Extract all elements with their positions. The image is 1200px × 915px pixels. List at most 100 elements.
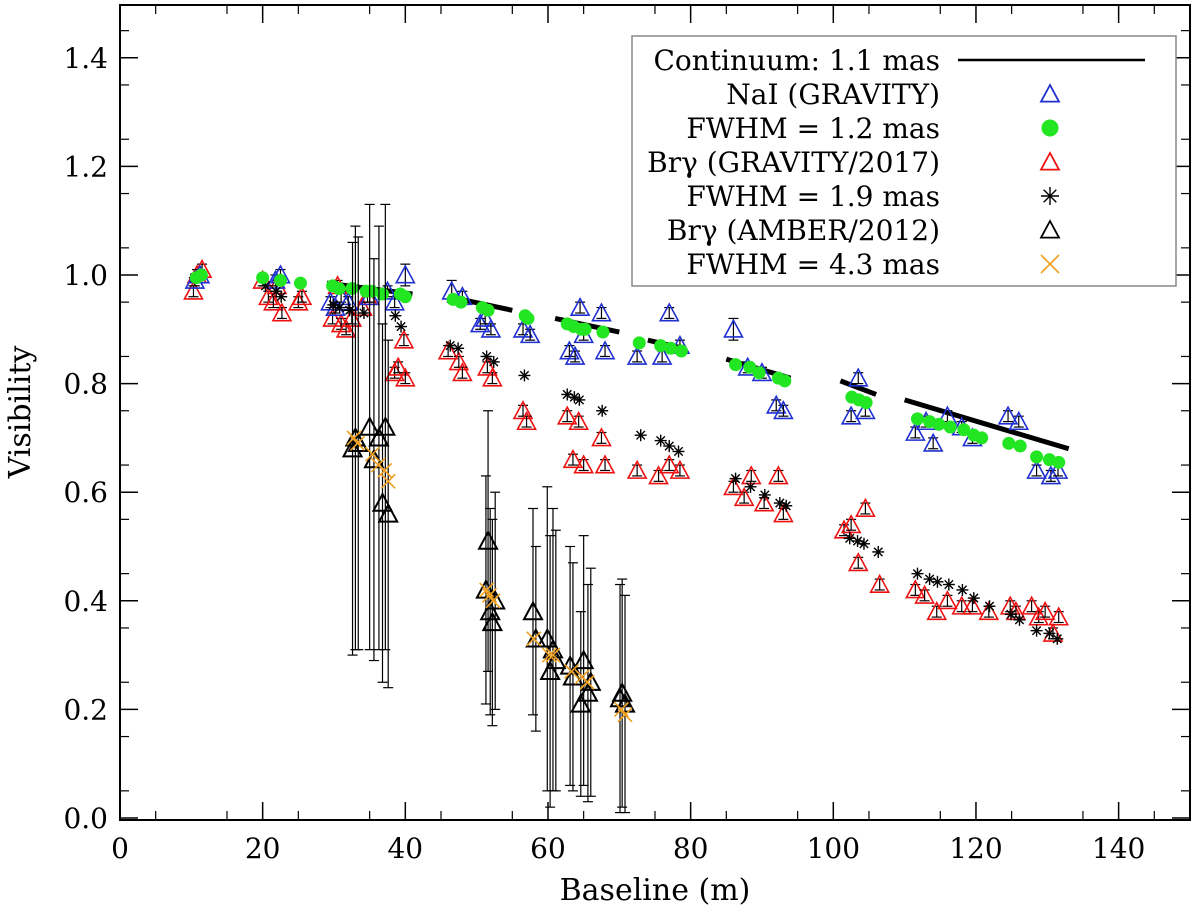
error-bar bbox=[368, 258, 379, 662]
error-bar bbox=[485, 323, 496, 336]
data-point-triangle bbox=[368, 426, 390, 447]
x-tick-label: 140 bbox=[1092, 832, 1145, 865]
error-bar bbox=[276, 306, 287, 320]
legend-symbol-triangle bbox=[1039, 83, 1061, 103]
legend-label-brg-gravity: Brγ (GRAVITY/2017) bbox=[647, 146, 940, 179]
data-point-cross bbox=[380, 473, 396, 489]
data-point-asterisk bbox=[729, 472, 742, 485]
x-tick-labels: 0 20 40 60 80 100 120 140 bbox=[111, 832, 1145, 865]
data-point-circle bbox=[664, 341, 678, 355]
error-bar bbox=[578, 459, 589, 472]
legend-symbol-circle bbox=[1041, 119, 1059, 137]
data-point-asterisk bbox=[395, 320, 408, 333]
error-bar bbox=[570, 350, 581, 363]
error-bar bbox=[596, 306, 607, 320]
error-bar bbox=[1013, 415, 1024, 428]
error-bar bbox=[853, 372, 864, 385]
data-point-cross bbox=[541, 647, 557, 663]
legend-symbol-triangle bbox=[1039, 151, 1061, 171]
data-point-triangle bbox=[371, 491, 394, 512]
data-point-circle bbox=[521, 311, 535, 325]
data-point-triangle bbox=[525, 627, 547, 648]
error-bar bbox=[664, 459, 675, 472]
legend-symbol-asterisk bbox=[1041, 187, 1059, 205]
data-point-asterisk bbox=[663, 440, 676, 453]
data-point-triangle bbox=[840, 405, 862, 425]
data-point-asterisk bbox=[780, 499, 793, 512]
error-bar bbox=[919, 589, 930, 602]
error-bar bbox=[575, 611, 586, 797]
y-tick-label: 0.6 bbox=[63, 476, 108, 509]
data-point-triangle bbox=[753, 492, 775, 512]
data-point-circle bbox=[975, 431, 989, 445]
y-tick-label: 1.4 bbox=[63, 42, 108, 75]
data-point-triangle bbox=[516, 410, 537, 431]
data-point-triangle bbox=[556, 405, 578, 425]
data-point-circle bbox=[596, 325, 610, 339]
data-point-triangle bbox=[591, 302, 612, 322]
data-point-triangle bbox=[480, 318, 502, 338]
data-point-triangle bbox=[568, 410, 589, 431]
data-point-asterisk bbox=[480, 350, 493, 363]
error-bar bbox=[398, 334, 409, 347]
data-point-circle bbox=[578, 322, 592, 336]
data-point-triangle bbox=[570, 692, 592, 713]
data-point-triangle bbox=[545, 649, 567, 670]
data-point-triangle bbox=[562, 665, 584, 686]
data-point-triangle bbox=[937, 590, 958, 610]
data-point-circle bbox=[345, 282, 359, 296]
data-point-circle bbox=[481, 303, 495, 317]
x-tick-label: 0 bbox=[111, 832, 129, 865]
data-point-circle bbox=[293, 276, 307, 290]
data-point-asterisk bbox=[843, 532, 856, 545]
data-point-triangle bbox=[347, 432, 369, 452]
x-tick-label: 60 bbox=[530, 832, 566, 865]
error-bar bbox=[773, 469, 784, 482]
data-point-triangle bbox=[484, 589, 506, 610]
data-point-triangle bbox=[914, 584, 935, 604]
error-bar bbox=[562, 410, 573, 423]
error-bar bbox=[846, 518, 857, 531]
error-bar bbox=[600, 459, 611, 472]
data-point-cross bbox=[349, 435, 366, 451]
data-point-triangle bbox=[263, 291, 284, 311]
data-point-triangle bbox=[978, 600, 1000, 621]
data-point-asterisk bbox=[857, 537, 870, 550]
data-point-circle bbox=[194, 268, 208, 282]
data-point-triangle bbox=[951, 595, 973, 615]
legend: Continuum: 1.1 mas NaI (GRAVITY) FWHM = … bbox=[631, 35, 1177, 287]
data-point-circle bbox=[859, 396, 873, 410]
data-point-circle bbox=[332, 282, 346, 296]
data-point-asterisk bbox=[911, 567, 924, 580]
data-point-triangle bbox=[658, 302, 680, 322]
data-point-circle bbox=[256, 271, 270, 285]
error-bar bbox=[567, 453, 578, 466]
error-bar bbox=[485, 507, 496, 716]
data-point-triangle bbox=[452, 362, 473, 382]
data-point-triangle bbox=[869, 573, 891, 593]
data-point-triangle bbox=[536, 627, 558, 648]
series-1 bbox=[184, 263, 1069, 485]
data-point-asterisk bbox=[931, 575, 944, 588]
data-point-asterisk bbox=[872, 545, 885, 558]
legend-label-fwhm-1-9: FWHM = 1.9 mas bbox=[686, 180, 940, 213]
error-bar bbox=[582, 583, 593, 803]
error-bar bbox=[910, 583, 921, 596]
data-point-asterisk bbox=[357, 307, 370, 320]
data-point-asterisk bbox=[1013, 613, 1026, 626]
data-point-triangle bbox=[723, 318, 744, 338]
data-point-triangle bbox=[591, 427, 612, 447]
data-point-asterisk bbox=[654, 434, 667, 447]
legend-label-brg-amber: Brγ (AMBER/2012) bbox=[667, 214, 940, 247]
data-point-triangle bbox=[926, 600, 948, 621]
error-bar bbox=[1053, 611, 1064, 624]
data-point-circle bbox=[398, 290, 412, 304]
data-point-triangle bbox=[320, 291, 341, 311]
data-point-triangle bbox=[335, 318, 357, 338]
error-bar bbox=[942, 594, 953, 607]
error-bar bbox=[853, 556, 864, 569]
data-point-triangle bbox=[904, 421, 926, 441]
error-bar bbox=[487, 518, 498, 727]
data-point-asterisk bbox=[518, 369, 531, 382]
data-point-triangle bbox=[330, 286, 352, 306]
